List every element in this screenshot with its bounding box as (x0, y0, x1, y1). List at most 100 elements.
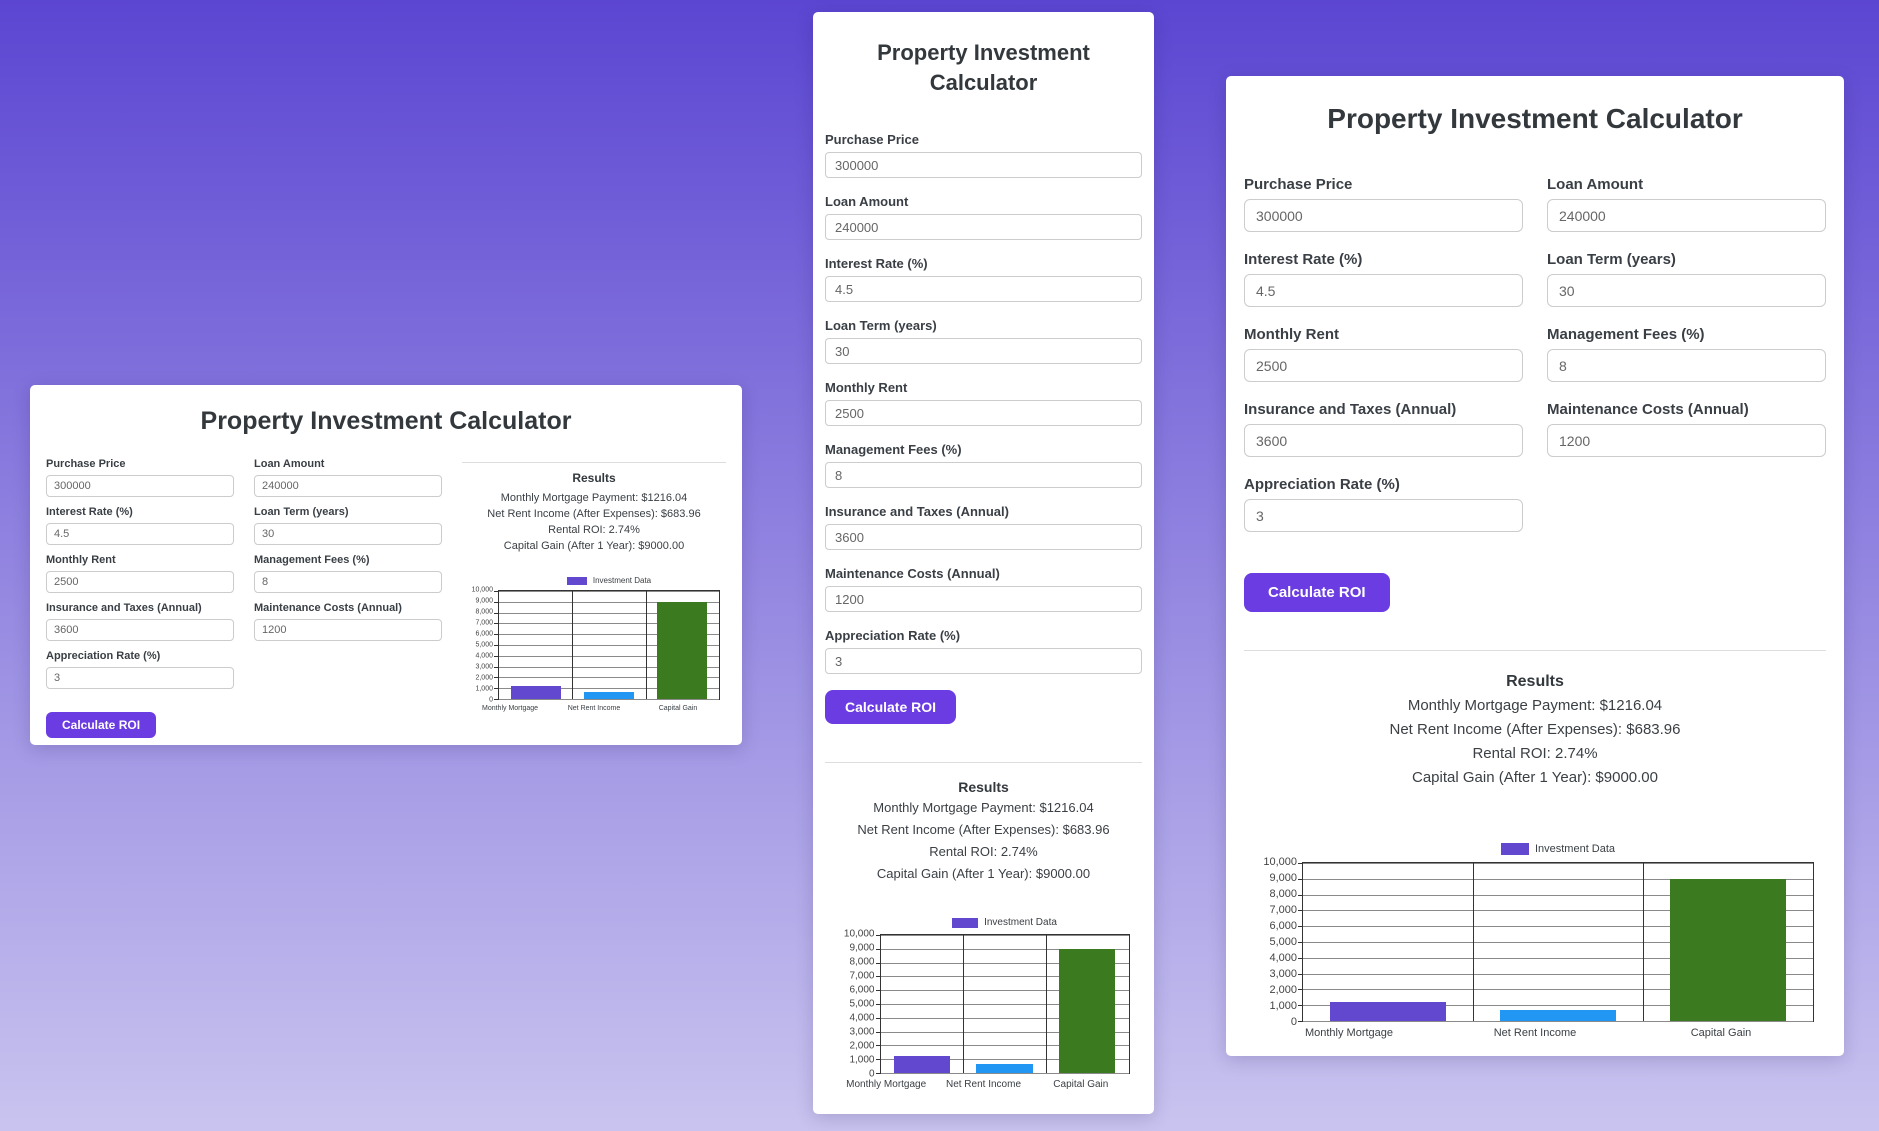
maintenance-costs-input[interactable] (825, 586, 1142, 612)
field-loan-amount: Loan Amount (1547, 176, 1826, 232)
x-axis: Monthly Mortgage Net Rent Income Capital G… (1256, 1027, 1814, 1039)
insurance-taxes-input[interactable] (1244, 424, 1523, 457)
page-title: Property Investment Calculator (1327, 103, 1743, 134)
field-monthly-rent: Monthly Rent (825, 380, 1142, 426)
management-fees-input[interactable] (1547, 349, 1826, 382)
interest-rate-input[interactable] (1244, 274, 1523, 307)
page-title: Property Investment Calculator (200, 407, 572, 435)
result-line: Monthly Mortgage Payment: $1216.04 (1407, 697, 1663, 714)
legend-swatch (1500, 843, 1529, 855)
y-axis: 10,000 9,000 8,000 7,000 6,000 5,000 4,000 3,00… (468, 587, 498, 704)
calculate-roi-button[interactable]: Calculate ROI (1244, 573, 1390, 612)
legend-swatch (566, 576, 587, 585)
field-purchase-price: Purchase Price (825, 132, 1142, 178)
purchase-price-input[interactable] (825, 152, 1142, 178)
loan-amount-input[interactable] (825, 214, 1142, 240)
appreciation-rate-input[interactable] (46, 667, 234, 689)
chart-plot (1298, 862, 1814, 1022)
insurance-taxes-input[interactable] (825, 524, 1142, 550)
purchase-price-input[interactable] (1244, 199, 1523, 232)
field-loan-term: Loan Term (years) (825, 318, 1142, 364)
field-interest-rate: Interest Rate (%) (46, 506, 234, 545)
legend-label: Investment Data (1534, 843, 1616, 855)
y-axis-label: 10,000 (843, 928, 875, 940)
gridline (1298, 1005, 1813, 1007)
maintenance-costs-input[interactable] (254, 619, 442, 641)
management-fees-input[interactable] (254, 571, 442, 593)
monthly-rent-input[interactable] (1244, 349, 1523, 382)
loan-term-label: Loan Term (years) (825, 318, 937, 333)
field-loan-amount: Loan Amount (825, 194, 1142, 240)
purchase-price-input[interactable] (46, 475, 234, 497)
chart-area: 10,000 9,000 8,000 7,000 6,000 5,000 4,000 3,00… (1256, 856, 1814, 1028)
field-management-fees: Management Fees (%) (1547, 326, 1826, 382)
loan-term-input[interactable] (825, 338, 1142, 364)
purchase-price-label: Purchase Price (1244, 176, 1353, 193)
investment-chart: Investment Data 10,000 9,000 8,000 7,000 6,00… (468, 576, 720, 712)
field-insurance-taxes: Insurance and Taxes (Annual) (1244, 401, 1523, 457)
gridline (875, 1045, 1129, 1047)
maintenance-costs-input[interactable] (1547, 424, 1826, 457)
management-fees-input[interactable] (825, 462, 1142, 488)
bar-monthly-mortgage (893, 1056, 950, 1073)
gridline (1298, 1021, 1813, 1022)
card-body: Purchase Price Loan Amount Interest Rate (… (46, 458, 726, 738)
monthly-rent-input[interactable] (825, 400, 1142, 426)
loan-term-input[interactable] (1547, 274, 1826, 307)
chart-legend: Investment Data (468, 576, 720, 585)
field-maintenance-costs: Maintenance Costs (Annual) (1547, 401, 1826, 457)
interest-rate-label: Interest Rate (%) (825, 256, 928, 271)
y-axis-label: 1,000 (849, 1054, 875, 1066)
interest-rate-input[interactable] (825, 276, 1142, 302)
y-axis-label: 8,000 (475, 608, 493, 616)
gridline (494, 612, 719, 614)
x-axis: Monthly Mortgage Net Rent Income Capital G… (468, 705, 720, 712)
result-line: Capital Gain (After 1 Year): $9000.00 (876, 866, 1091, 881)
gridline (1298, 989, 1813, 991)
chart-area: 10,000 9,000 8,000 7,000 6,000 5,000 4,000 3,00… (468, 587, 720, 704)
y-axis-label: 2,000 (1269, 984, 1297, 996)
results-panel: Results Monthly Mortgage Payment: $1216.0… (462, 462, 726, 738)
loan-term-input[interactable] (254, 523, 442, 545)
y-axis-label: 5,000 (1269, 936, 1297, 948)
field-loan-term: Loan Term (years) (254, 506, 442, 545)
gridline (494, 634, 719, 636)
y-axis-label: 10,000 (1263, 856, 1297, 868)
y-axis-label: 3,000 (475, 663, 493, 671)
calculate-roi-button[interactable]: Calculate ROI (46, 712, 157, 738)
calculator-card-desktop: Property Investment Calculator Purchase … (1226, 76, 1844, 1056)
appreciation-rate-input[interactable] (1244, 499, 1523, 532)
divider (825, 762, 1142, 763)
insurance-taxes-input[interactable] (46, 619, 234, 641)
loan-amount-label: Loan Amount (825, 194, 909, 209)
gridline (494, 677, 719, 679)
field-maintenance-costs: Maintenance Costs (Annual) (254, 602, 442, 641)
loan-amount-label: Loan Amount (1547, 176, 1644, 193)
field-loan-term: Loan Term (years) (1547, 251, 1826, 307)
management-fees-label: Management Fees (%) (254, 554, 370, 566)
field-purchase-price: Purchase Price (46, 458, 234, 497)
interest-rate-input[interactable] (46, 523, 234, 545)
field-appreciation-rate: Appreciation Rate (%) (1244, 476, 1523, 532)
result-line: Monthly Mortgage Payment: $1216.04 (500, 492, 688, 504)
calculate-roi-button[interactable]: Calculate ROI (825, 690, 957, 724)
gridline (494, 601, 719, 603)
appreciation-rate-input[interactable] (825, 648, 1142, 674)
gridline (875, 962, 1129, 964)
legend-label: Investment Data (592, 576, 652, 585)
investment-chart: Investment Data 10,000 9,000 8,000 7,000 6,00… (838, 917, 1130, 1090)
gridline (875, 1059, 1129, 1061)
gridline (875, 935, 1129, 936)
y-axis-label: 4,000 (1269, 952, 1297, 964)
result-line: Rental ROI: 2.74% (1472, 745, 1598, 762)
monthly-rent-input[interactable] (46, 571, 234, 593)
bar-capital-gain (1670, 878, 1786, 1021)
loan-amount-input[interactable] (1547, 199, 1826, 232)
chart-plot (875, 934, 1130, 1074)
y-axis-label: 2,000 (475, 674, 493, 682)
x-axis-label: Monthly Mortgage (846, 1079, 927, 1090)
result-line: Net Rent Income (After Expenses): $683.9… (487, 508, 701, 520)
result-line: Rental ROI: 2.74% (548, 524, 640, 536)
bar-net-rent-income (976, 1063, 1033, 1073)
loan-amount-input[interactable] (254, 475, 442, 497)
